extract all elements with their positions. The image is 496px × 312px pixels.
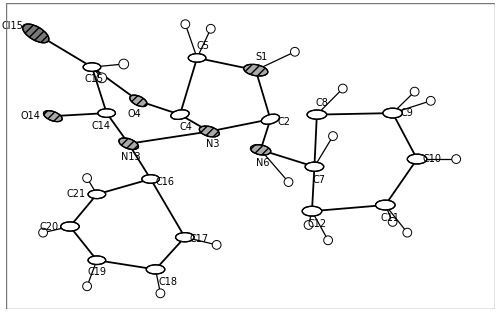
Text: C16: C16 xyxy=(156,177,175,187)
Circle shape xyxy=(83,282,91,291)
Text: N6: N6 xyxy=(256,158,270,168)
Text: C9: C9 xyxy=(401,108,414,118)
Ellipse shape xyxy=(88,256,106,265)
Circle shape xyxy=(83,174,91,183)
Ellipse shape xyxy=(61,222,79,231)
Circle shape xyxy=(119,59,128,69)
Text: C14: C14 xyxy=(91,121,110,131)
Circle shape xyxy=(156,289,165,298)
Circle shape xyxy=(324,236,332,245)
Text: C18: C18 xyxy=(158,277,177,287)
Ellipse shape xyxy=(23,24,49,43)
Ellipse shape xyxy=(171,110,189,119)
Ellipse shape xyxy=(88,190,106,199)
Ellipse shape xyxy=(188,54,206,62)
Ellipse shape xyxy=(199,126,219,137)
Text: C21: C21 xyxy=(67,189,86,199)
Ellipse shape xyxy=(98,109,116,117)
Circle shape xyxy=(427,96,435,105)
Ellipse shape xyxy=(119,138,138,149)
Ellipse shape xyxy=(244,64,268,76)
Text: C8: C8 xyxy=(315,98,328,108)
Ellipse shape xyxy=(142,175,159,183)
Text: C11: C11 xyxy=(381,213,400,223)
Circle shape xyxy=(206,24,215,33)
Circle shape xyxy=(212,241,221,249)
Ellipse shape xyxy=(44,111,62,122)
Ellipse shape xyxy=(307,110,327,119)
Text: C7: C7 xyxy=(313,175,326,185)
Text: Cl15: Cl15 xyxy=(1,21,23,31)
Circle shape xyxy=(410,87,419,96)
Text: N3: N3 xyxy=(206,139,220,149)
Text: C10: C10 xyxy=(422,154,441,164)
Text: C5: C5 xyxy=(196,41,209,51)
Text: S1: S1 xyxy=(255,52,268,62)
Text: O4: O4 xyxy=(127,109,141,119)
Circle shape xyxy=(388,217,397,226)
Circle shape xyxy=(97,73,107,83)
Ellipse shape xyxy=(146,265,165,274)
Circle shape xyxy=(291,47,299,56)
Circle shape xyxy=(284,178,293,187)
Text: C20: C20 xyxy=(40,222,59,232)
Text: C19: C19 xyxy=(87,267,106,277)
Ellipse shape xyxy=(130,95,147,107)
Ellipse shape xyxy=(383,108,402,118)
Text: C2: C2 xyxy=(278,117,291,127)
Ellipse shape xyxy=(176,233,194,242)
Circle shape xyxy=(304,221,313,229)
Ellipse shape xyxy=(305,162,324,171)
Ellipse shape xyxy=(407,154,427,164)
Ellipse shape xyxy=(83,63,101,71)
Text: C4: C4 xyxy=(180,123,192,133)
Ellipse shape xyxy=(375,200,395,210)
Circle shape xyxy=(452,155,461,163)
Text: C15: C15 xyxy=(85,74,104,84)
Ellipse shape xyxy=(302,206,322,216)
Circle shape xyxy=(338,84,347,93)
Ellipse shape xyxy=(261,114,279,124)
Circle shape xyxy=(181,20,190,29)
Circle shape xyxy=(39,228,48,237)
Circle shape xyxy=(403,228,412,237)
Text: C17: C17 xyxy=(190,234,209,244)
Text: C12: C12 xyxy=(308,219,326,229)
Text: O14: O14 xyxy=(21,111,41,121)
Circle shape xyxy=(328,132,337,140)
Text: N13: N13 xyxy=(121,152,141,162)
Ellipse shape xyxy=(250,145,271,155)
